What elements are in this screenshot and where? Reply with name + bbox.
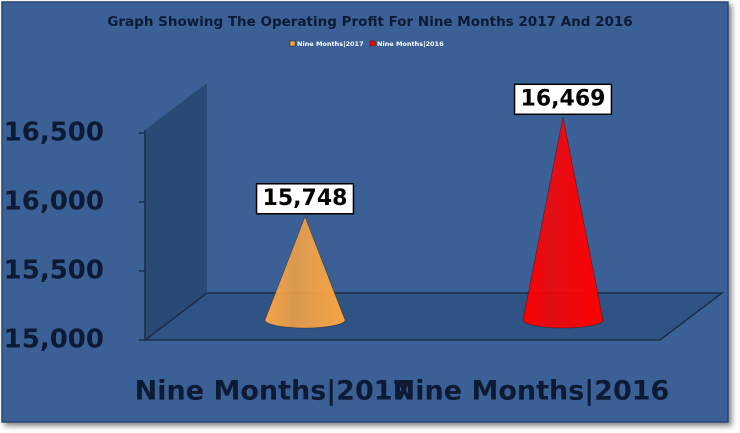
- data-label-box: [255, 183, 355, 215]
- legend-swatch: [289, 40, 296, 47]
- side-wall: [145, 83, 207, 340]
- floor: [142, 292, 725, 341]
- legend-label: Nine Months|2016: [377, 40, 444, 49]
- y-tick-label: 16,000: [4, 187, 104, 217]
- legend-swatch: [369, 40, 376, 47]
- data-label: 16,469: [521, 86, 606, 111]
- y-tick-label: 15,500: [4, 256, 104, 286]
- cone: [264, 215, 346, 329]
- y-tick-label: 15,000: [4, 325, 104, 355]
- x-tick-label: Nine Months|2016: [393, 376, 670, 407]
- x-tick-label: Nine Months|2017: [135, 376, 412, 407]
- cone: [522, 117, 604, 329]
- y-tick-label: 16,500: [4, 118, 104, 148]
- legend-label: Nine Months|2017: [297, 40, 364, 49]
- data-label-box: [513, 83, 613, 116]
- data-label: 15,748: [263, 186, 348, 211]
- chart-title: Graph Showing The Operating Profit For N…: [107, 14, 632, 30]
- chart-background: [1, 1, 729, 423]
